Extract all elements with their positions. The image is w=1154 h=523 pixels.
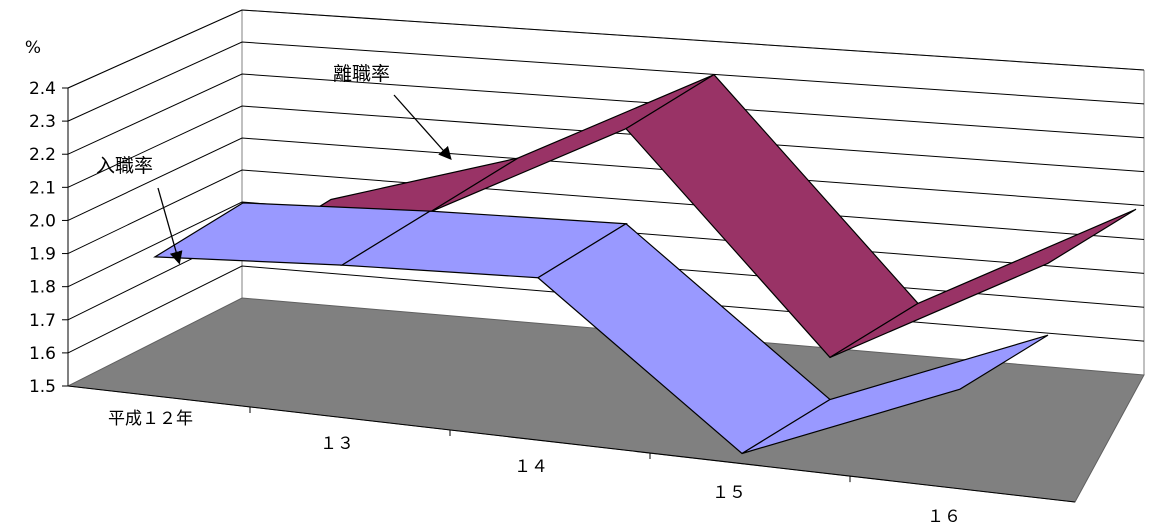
gridline (67, 9, 1145, 89)
gridline (67, 41, 1145, 122)
x-axis-categories: 平成１２年 １３ １４ １５ １６ (108, 406, 961, 523)
y-tick-label: 1.7 (29, 311, 56, 331)
y-tick-label: 1.9 (29, 245, 56, 265)
y-tick-label: 1.6 (29, 344, 56, 364)
y-tick-label: 2.2 (29, 145, 56, 165)
series-1-segment (829, 208, 1137, 358)
y-tick-label: 2.0 (29, 211, 56, 231)
x-category-label: １３ (320, 434, 354, 454)
x-axis-line (67, 385, 1076, 503)
y-tick-label: 2.1 (29, 178, 56, 198)
y-tick-label: 2.3 (29, 112, 56, 132)
x-category-label: １６ (927, 507, 961, 523)
annotation-arrow-separation-rate (393, 94, 452, 160)
chart-floor (66, 297, 1145, 503)
annotations: 入職率 離職率 (96, 63, 452, 265)
wall-top-edge (67, 9, 1145, 89)
y-tick-label: 2.4 (29, 79, 56, 99)
gridline (67, 169, 1145, 255)
series-label-separation-rate: 離職率 (333, 63, 390, 85)
annotation-arrow-entry-rate (157, 187, 183, 265)
x-category-label: 平成１２年 (108, 409, 193, 429)
y-axis-ticks: 1.5 1.6 1.7 1.8 1.9 2.0 2.1 2.2 2.3 2.4 (29, 79, 68, 397)
series-layer (153, 73, 1137, 455)
gridline (67, 73, 1145, 155)
series-0-segment (741, 334, 1049, 455)
series-label-entry-rate: 入職率 (96, 155, 153, 177)
gridline (67, 137, 1145, 221)
x-category-label: １４ (514, 457, 548, 477)
y-tick-label: 1.8 (29, 278, 56, 298)
gridline (67, 105, 1145, 188)
y-axis-unit: % (25, 38, 41, 58)
x-category-label: １５ (712, 483, 746, 503)
y-tick-label: 1.5 (29, 377, 56, 397)
